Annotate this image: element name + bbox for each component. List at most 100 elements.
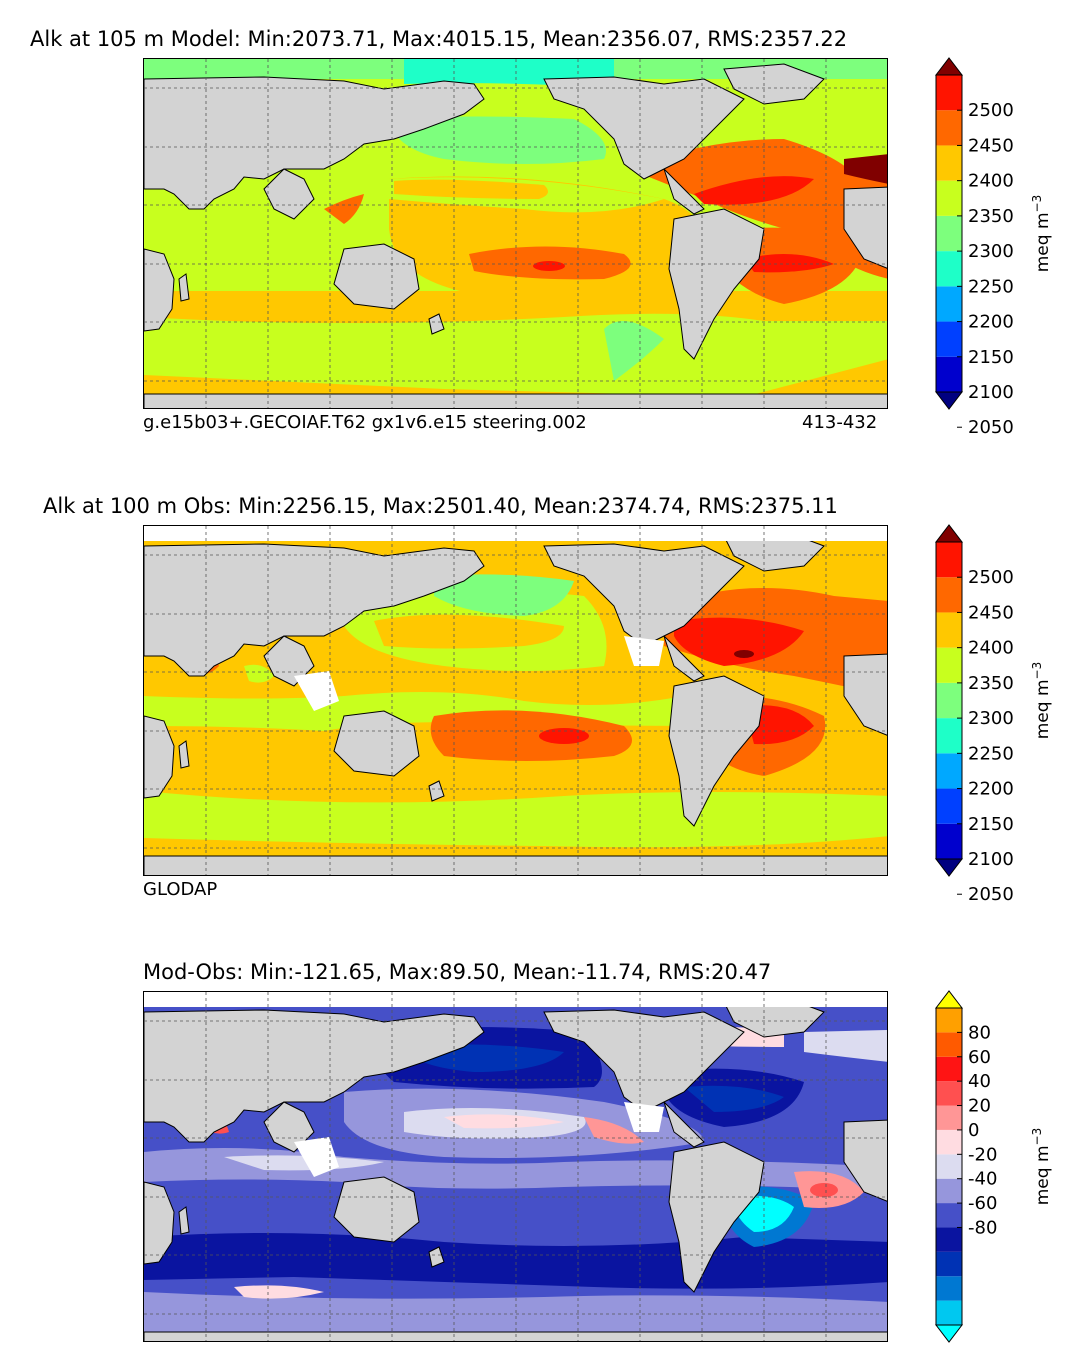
madagascar <box>178 1206 190 1235</box>
australia <box>333 243 420 310</box>
diff-panel-title: Mod-Obs: Min:-121.65, Max:89.50, Mean:-1… <box>143 960 772 984</box>
southeast-asia <box>263 168 315 220</box>
colorbar-tick-label: -80 <box>968 1217 997 1238</box>
colorbar-unit-label: meq m−3 <box>1030 662 1053 739</box>
madagascar <box>178 740 190 769</box>
colorbar-segment <box>936 788 962 824</box>
south-america <box>668 208 765 360</box>
obs-land-masses <box>144 530 887 875</box>
eurasia <box>144 76 485 210</box>
svg-text:meq m−3: meq m−3 <box>1030 1128 1053 1205</box>
colorbar-tick-label: 80 <box>968 1022 991 1043</box>
colorbar-segment <box>936 180 962 216</box>
colorbar-lower-extend <box>934 391 964 410</box>
model-colorbar: 2500 2450 2400 2350 2300 2250 2200 2150 2100 2050… <box>930 57 1080 438</box>
southeast-asia <box>263 635 315 687</box>
colorbar-segment <box>936 1032 962 1057</box>
colorbar-lower-extend <box>934 858 964 877</box>
new-zealand <box>428 1246 445 1268</box>
colorbar-frame <box>935 1007 963 1326</box>
eurasia <box>144 1009 485 1143</box>
colorbar-tick-label: 40 <box>968 1071 991 1092</box>
colorbar-frame <box>935 541 963 860</box>
colorbar-segment <box>936 286 962 322</box>
colorbar-tick-label: 0 <box>968 1120 979 1141</box>
colorbar-tick-label: 2450 <box>968 135 1014 156</box>
colorbar-tick-label: -40 <box>968 1169 997 1190</box>
colorbar-tick-label: 2350 <box>968 206 1014 227</box>
colorbar-tick-label: 2450 <box>968 602 1014 623</box>
colorbar-segment <box>936 577 962 613</box>
obs-panel-title: Alk at 100 m Obs: Min:2256.15, Max:2501.… <box>43 494 838 518</box>
colorbar-segment <box>936 251 962 287</box>
colorbar-tick-label: 2150 <box>968 347 1014 368</box>
model-grid <box>144 59 887 408</box>
colorbar-segment <box>936 321 962 357</box>
australia <box>333 710 420 777</box>
colorbar-segment <box>936 1227 962 1252</box>
diff-map <box>143 991 888 1342</box>
colorbar-frame <box>935 74 963 393</box>
model-panel-title: Alk at 105 m Model: Min:2073.71, Max:401… <box>30 27 848 51</box>
colorbar-segment <box>936 75 962 111</box>
colorbar-tick-label: 2500 <box>968 100 1014 121</box>
colorbar-tick-label: 2050 <box>968 884 1014 905</box>
colorbar-upper-extend <box>934 990 964 1009</box>
colorbar-unit-label: meq m−3 <box>1030 195 1053 272</box>
diff-land-masses <box>144 996 887 1341</box>
colorbar-segment <box>936 145 962 181</box>
central-america <box>663 168 705 215</box>
diff-colorbar: 80 60 40 20 0 -20 -40 -60 -80 meq m−3 <box>930 990 1080 1343</box>
eurasia <box>144 543 485 677</box>
colorbar-tick-label: 2400 <box>968 638 1014 659</box>
north-america <box>543 543 745 647</box>
colorbar-tick-label: 2300 <box>968 241 1014 262</box>
colorbar-segment <box>936 612 962 648</box>
svg-text:meq m−3: meq m−3 <box>1030 195 1053 272</box>
north-america <box>543 1009 745 1113</box>
madagascar <box>178 273 190 302</box>
diff-no-data-areas <box>144 992 887 1177</box>
colorbar-segment <box>936 1276 962 1301</box>
colorbar-segment <box>936 1081 962 1106</box>
colorbar-tick-label: 2200 <box>968 312 1014 333</box>
colorbar-segment <box>936 1300 962 1325</box>
obs-source-name: GLODAP <box>143 879 218 900</box>
colorbar-tick-label: 2400 <box>968 171 1014 192</box>
africa <box>144 715 175 799</box>
model-year-range: 413-432 <box>802 412 878 433</box>
colorbar-upper-extend <box>934 57 964 76</box>
colorbar-segment <box>936 1008 962 1033</box>
colorbar-tick-label: 60 <box>968 1047 991 1068</box>
colorbar-segment <box>936 1056 962 1082</box>
colorbar-upper-extend <box>934 524 964 543</box>
colorbar-tick-label: -60 <box>968 1193 997 1214</box>
obs-colorbar: 2500 2450 2400 2350 2300 2250 2200 2150 2100 2050… <box>930 524 1080 905</box>
southeast-asia <box>263 1101 315 1153</box>
north-america <box>543 76 745 180</box>
colorbar-tick-label: 2150 <box>968 814 1014 835</box>
colorbar-tick-label: 2350 <box>968 673 1014 694</box>
colorbar-tick-label: -20 <box>968 1144 997 1165</box>
colorbar-segment <box>936 542 962 578</box>
colorbar-tick-label: 2050 <box>968 417 1014 438</box>
new-zealand <box>428 780 445 802</box>
colorbar-tick-label: 2100 <box>968 849 1014 870</box>
greenland <box>723 63 825 105</box>
svg-text:meq m−3: meq m−3 <box>1030 662 1053 739</box>
diff-grid <box>144 992 887 1341</box>
south-america <box>668 1141 765 1293</box>
australia <box>333 1176 420 1243</box>
obs-no-data-areas <box>144 526 887 711</box>
colorbar-tick-label: 2250 <box>968 743 1014 764</box>
colorbar-tick-label: 2300 <box>968 708 1014 729</box>
colorbar-tick-label: 20 <box>968 1096 991 1117</box>
model-case-name: g.e15b03+.GECOIAF.T62 gx1v6.e15 steering… <box>143 412 587 433</box>
obs-map <box>143 525 888 876</box>
colorbar-segment <box>936 1203 962 1228</box>
central-america <box>663 1101 705 1148</box>
colorbar-segment <box>936 647 962 683</box>
colorbar-segment <box>936 1154 962 1179</box>
new-zealand <box>428 313 445 335</box>
colorbar-segment <box>936 1129 962 1155</box>
